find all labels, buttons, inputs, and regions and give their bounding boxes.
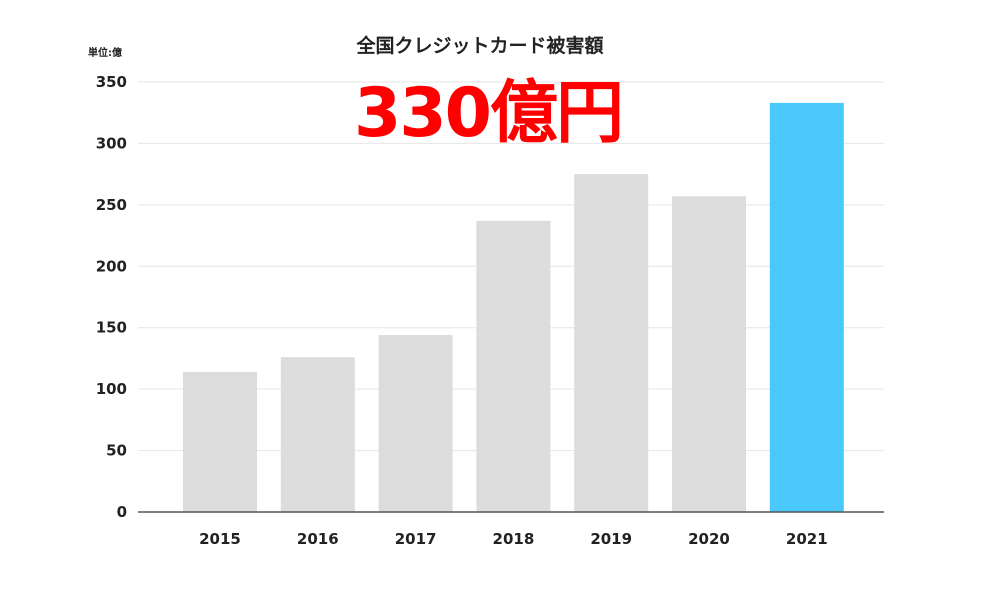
y-tick-label: 100	[96, 380, 127, 398]
y-tick-label: 250	[96, 196, 127, 214]
x-tick-label-2019: 2019	[590, 530, 632, 548]
bar-2017	[378, 335, 453, 512]
y-tick-label: 50	[106, 442, 127, 460]
x-tick-label-2021: 2021	[786, 530, 828, 548]
bar-2021	[769, 102, 844, 512]
y-tick-label: 300	[96, 134, 127, 152]
x-tick-label-2016: 2016	[297, 530, 339, 548]
bar-2020	[672, 196, 746, 512]
bar-2015	[183, 371, 257, 512]
y-tick-label: 200	[96, 257, 127, 275]
y-tick-label: 150	[96, 319, 127, 337]
x-axis-labels: 2015 2016 2017 2018 2019 2020 2021	[199, 530, 828, 548]
y-axis-ticks: 0 50 100 150 200 250 300 350	[96, 73, 127, 521]
chart-title: 全国クレジットカード被害額	[355, 34, 603, 57]
unit-label: 単位:億	[88, 46, 122, 59]
bar-2019	[574, 174, 649, 512]
x-tick-label-2015: 2015	[199, 530, 241, 548]
x-tick-label-2020: 2020	[688, 530, 730, 548]
bar-2018	[476, 220, 551, 513]
y-tick-label: 350	[96, 73, 127, 91]
highlight-annotation: 330億円	[354, 74, 622, 153]
bars	[183, 102, 844, 513]
x-tick-label-2017: 2017	[395, 530, 437, 548]
x-tick-label-2018: 2018	[493, 530, 535, 548]
bar-2016	[280, 357, 355, 512]
y-tick-label: 0	[117, 503, 127, 521]
